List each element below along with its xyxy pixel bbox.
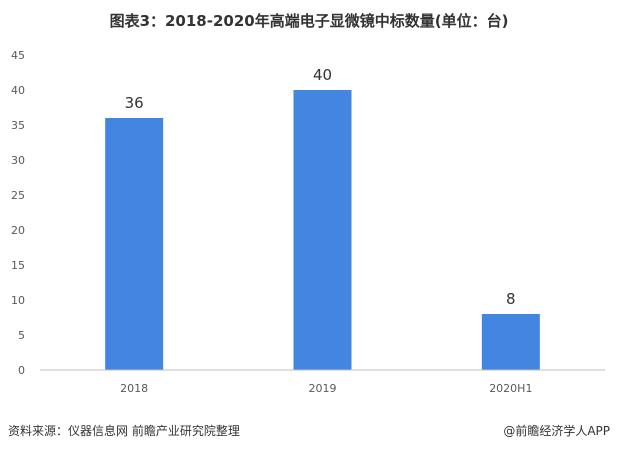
chart-title: 图表3：2018-2020年高端电子显微镜中标数量(单位：台) [109,12,509,30]
bar-2019 [293,90,352,370]
y-tick-label: 10 [11,294,25,307]
y-tick-label: 45 [11,49,25,62]
y-axis-ticks: 0 5 10 15 20 25 30 35 40 45 [11,49,25,377]
brand-label: @前瞻经济学人APP [503,424,610,438]
x-tick-label: 2019 [309,382,337,395]
bar-2018 [105,118,164,370]
y-tick-label: 5 [18,329,25,342]
x-axis: 2018 2019 2020H1 [40,369,605,395]
y-tick-label: 30 [11,154,25,167]
y-tick-label: 40 [11,84,25,97]
source-note: 资料来源：仪器信息网 前瞻产业研究院整理 [8,424,240,438]
x-tick-label: 2018 [120,382,148,395]
bar-2020H1 [481,314,540,370]
y-tick-label: 20 [11,224,25,237]
y-tick-label: 15 [11,259,25,272]
data-label: 40 [313,66,332,84]
x-tick-label: 2020H1 [489,382,532,395]
bars: 36 40 8 [105,66,540,370]
y-tick-label: 25 [11,189,25,202]
y-tick-label: 0 [18,364,25,377]
data-label: 8 [506,290,516,308]
y-tick-label: 35 [11,119,25,132]
data-label: 36 [125,94,144,112]
